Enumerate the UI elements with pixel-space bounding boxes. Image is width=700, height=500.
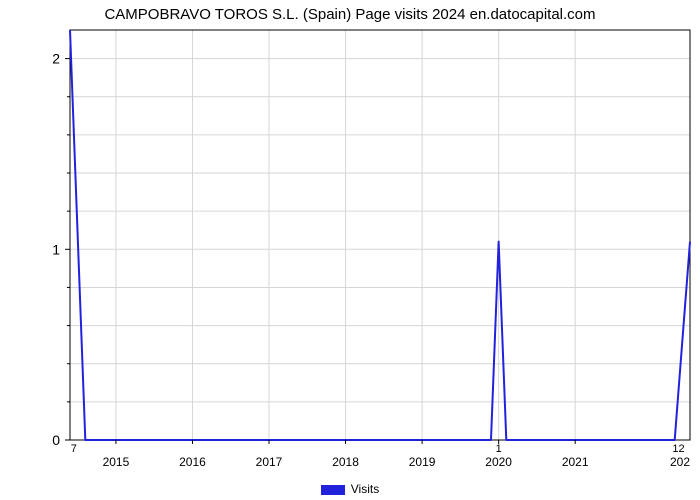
svg-text:2020: 2020	[485, 455, 512, 469]
svg-text:2018: 2018	[332, 455, 359, 469]
svg-text:2017: 2017	[256, 455, 283, 469]
svg-text:2019: 2019	[409, 455, 436, 469]
line-chart: 01220152016201720182019202020212027112	[0, 0, 700, 480]
svg-text:2015: 2015	[103, 455, 130, 469]
legend: Visits	[0, 482, 700, 496]
svg-text:202: 202	[670, 455, 690, 469]
svg-text:7: 7	[71, 443, 77, 455]
svg-text:1: 1	[52, 241, 60, 257]
chart-title: CAMPOBRAVO TOROS S.L. (Spain) Page visit…	[0, 6, 700, 23]
svg-text:2021: 2021	[562, 455, 589, 469]
svg-text:2: 2	[52, 51, 60, 67]
legend-color-box	[321, 485, 345, 495]
svg-text:1: 1	[496, 443, 502, 455]
svg-text:0: 0	[52, 432, 60, 448]
svg-text:2016: 2016	[179, 455, 206, 469]
legend-label: Visits	[351, 482, 379, 496]
svg-text:12: 12	[672, 443, 684, 455]
